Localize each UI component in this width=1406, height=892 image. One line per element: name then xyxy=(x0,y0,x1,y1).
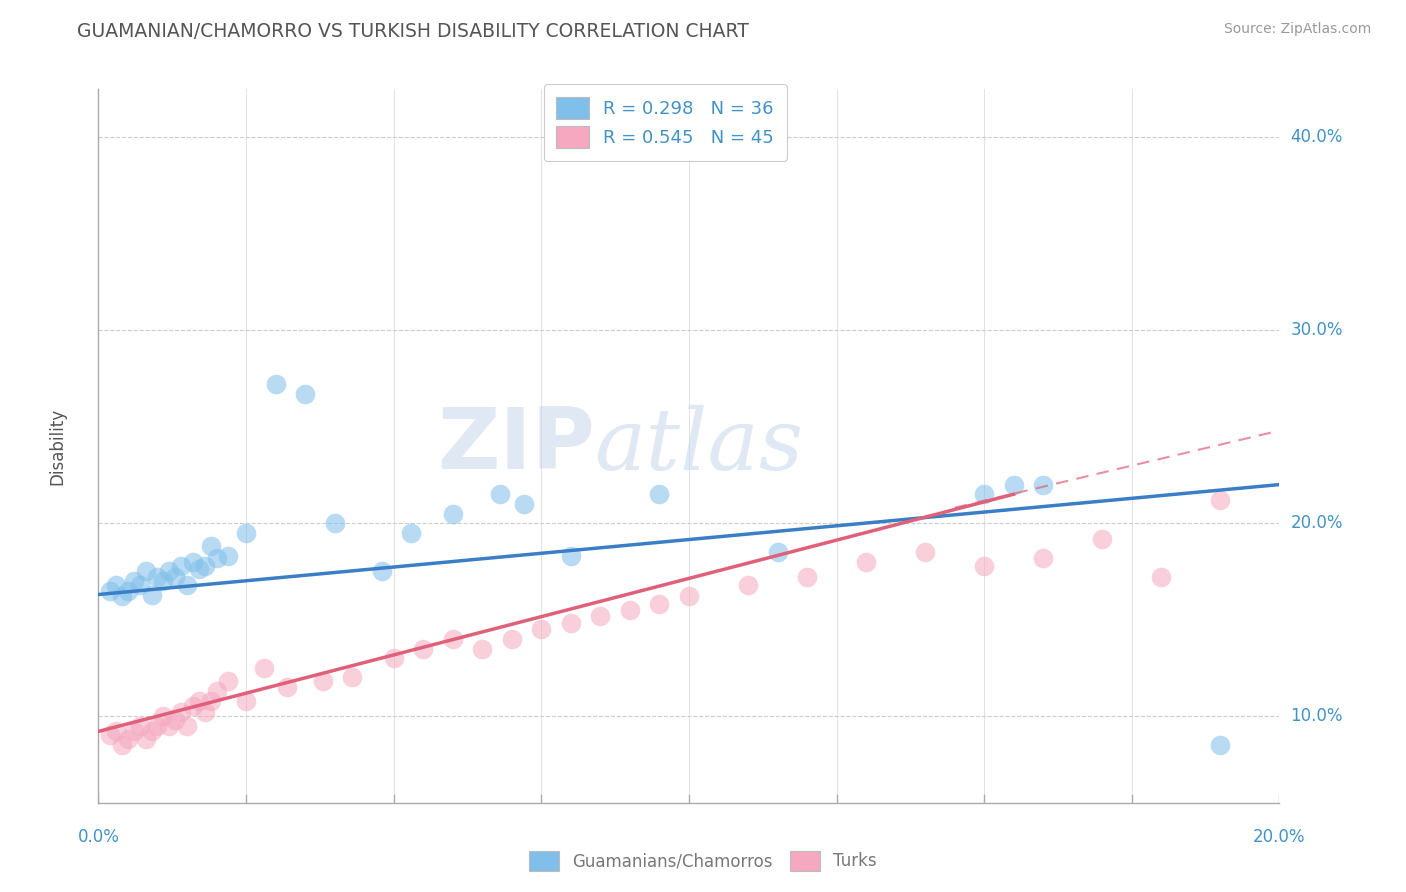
Point xyxy=(105,578,128,592)
Text: Source: ZipAtlas.com: Source: ZipAtlas.com xyxy=(1223,22,1371,37)
Point xyxy=(342,670,364,684)
Point xyxy=(294,387,316,401)
Point xyxy=(1091,532,1114,546)
Point xyxy=(973,558,995,573)
Text: Disability: Disability xyxy=(48,408,66,484)
Point xyxy=(117,732,139,747)
Point xyxy=(194,705,217,719)
Text: 0.0%: 0.0% xyxy=(77,828,120,846)
Point xyxy=(855,555,877,569)
Point xyxy=(200,539,222,553)
Text: GUAMANIAN/CHAMORRO VS TURKISH DISABILITY CORRELATION CHART: GUAMANIAN/CHAMORRO VS TURKISH DISABILITY… xyxy=(77,22,749,41)
Point xyxy=(796,570,818,584)
Point xyxy=(264,377,287,392)
Point xyxy=(135,732,157,747)
Point xyxy=(589,608,612,623)
Point xyxy=(194,558,217,573)
Point xyxy=(560,549,582,563)
Point xyxy=(98,583,121,598)
Point xyxy=(401,525,423,540)
Point xyxy=(235,525,257,540)
Point xyxy=(187,562,209,576)
Point xyxy=(312,674,335,689)
Point xyxy=(471,641,494,656)
Point xyxy=(512,497,534,511)
Point xyxy=(441,507,464,521)
Point xyxy=(170,558,193,573)
Point xyxy=(1150,570,1173,584)
Point xyxy=(530,622,553,636)
Point xyxy=(235,693,257,707)
Text: 20.0%: 20.0% xyxy=(1291,514,1343,533)
Point xyxy=(412,641,434,656)
Point xyxy=(914,545,936,559)
Point xyxy=(200,693,222,707)
Point xyxy=(165,570,187,584)
Point xyxy=(181,699,204,714)
Point xyxy=(323,516,346,530)
Point xyxy=(152,709,174,723)
Point xyxy=(737,578,759,592)
Point xyxy=(105,724,128,739)
Point xyxy=(501,632,523,646)
Point xyxy=(187,693,209,707)
Point xyxy=(217,674,239,689)
Point xyxy=(1209,493,1232,508)
Point xyxy=(176,719,198,733)
Point xyxy=(98,728,121,742)
Point xyxy=(146,719,169,733)
Point xyxy=(157,565,180,579)
Point xyxy=(1032,477,1054,491)
Point xyxy=(122,574,145,588)
Point xyxy=(141,724,163,739)
Point xyxy=(146,570,169,584)
Point xyxy=(276,680,298,694)
Point xyxy=(128,578,150,592)
Point xyxy=(253,661,276,675)
Point xyxy=(371,565,394,579)
Point xyxy=(382,651,405,665)
Point xyxy=(111,590,134,604)
Legend: Guamanians/Chamorros, Turks: Guamanians/Chamorros, Turks xyxy=(522,842,884,880)
Point xyxy=(973,487,995,501)
Point xyxy=(176,578,198,592)
Point xyxy=(619,603,641,617)
Text: 20.0%: 20.0% xyxy=(1253,828,1306,846)
Point xyxy=(152,574,174,588)
Point xyxy=(205,684,228,698)
Point xyxy=(181,555,204,569)
Text: 40.0%: 40.0% xyxy=(1291,128,1343,146)
Point xyxy=(1002,477,1025,491)
Point xyxy=(648,487,671,501)
Point xyxy=(678,590,700,604)
Point xyxy=(205,550,228,565)
Point xyxy=(441,632,464,646)
Point xyxy=(111,738,134,752)
Point xyxy=(560,616,582,631)
Point xyxy=(1032,550,1054,565)
Point xyxy=(170,705,193,719)
Text: atlas: atlas xyxy=(595,405,804,487)
Point xyxy=(141,587,163,601)
Text: ZIP: ZIP xyxy=(437,404,595,488)
Point xyxy=(135,565,157,579)
Text: 30.0%: 30.0% xyxy=(1291,321,1343,339)
Point xyxy=(217,549,239,563)
Point xyxy=(117,583,139,598)
Point xyxy=(1209,738,1232,752)
Point xyxy=(165,713,187,727)
Point xyxy=(128,719,150,733)
Point xyxy=(489,487,512,501)
Point xyxy=(648,597,671,611)
Point xyxy=(157,719,180,733)
Text: 10.0%: 10.0% xyxy=(1291,707,1343,725)
Point xyxy=(122,724,145,739)
Legend: R = 0.298   N = 36, R = 0.545   N = 45: R = 0.298 N = 36, R = 0.545 N = 45 xyxy=(544,84,787,161)
Point xyxy=(766,545,789,559)
